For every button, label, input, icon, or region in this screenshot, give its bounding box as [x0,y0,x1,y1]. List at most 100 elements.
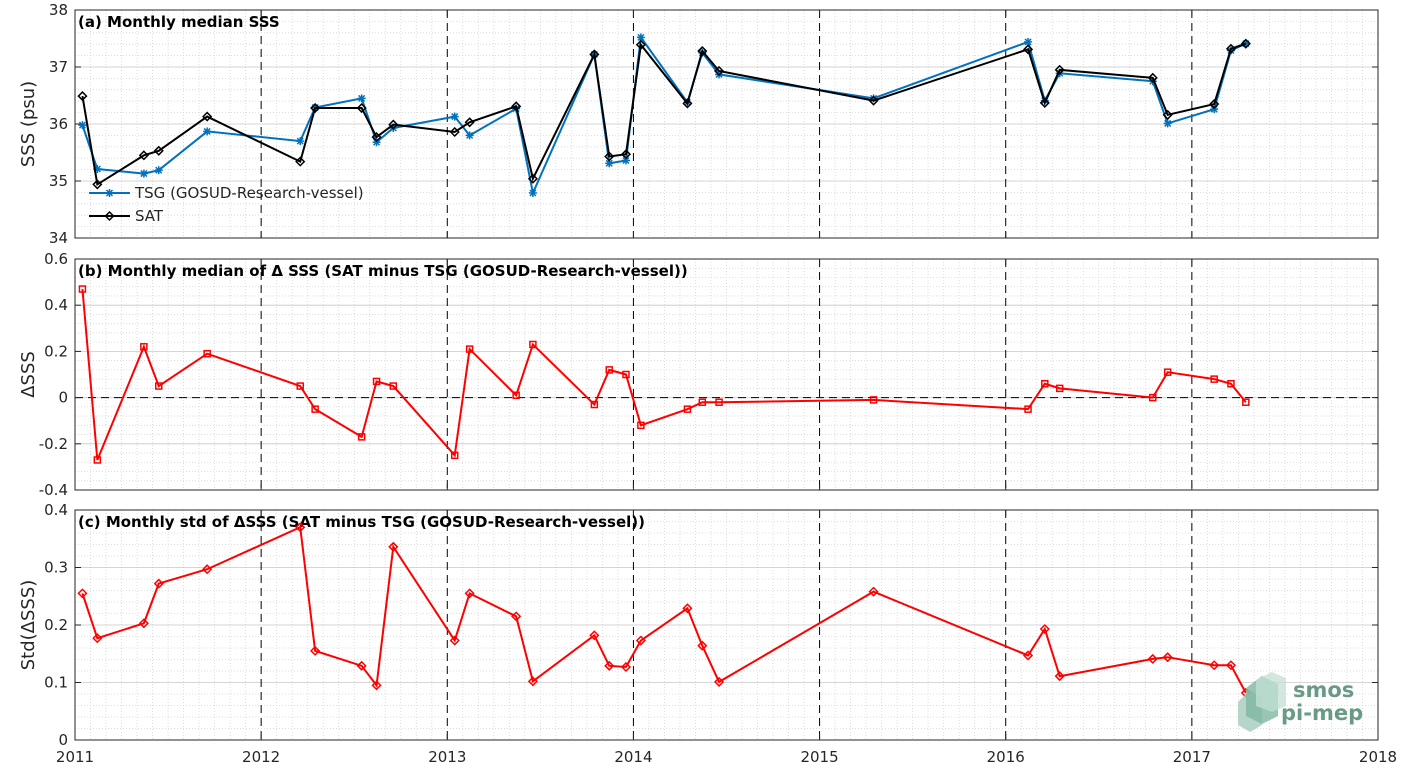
data-point [78,285,87,293]
data-point [620,149,632,160]
data-point [683,405,692,413]
panel-3: 0 0.1 0.2 0.3 0.4 2011 2012 2013 2014 2015 2016 201… [18,501,1397,766]
data-point [203,349,211,358]
data-point [139,169,148,178]
data-point [697,45,708,57]
y-tick-label: 35 [49,172,68,190]
data-point [697,640,708,651]
data-point [1054,64,1065,75]
data-point [93,456,102,464]
data-point [310,102,321,114]
data-point [296,137,305,146]
data-point [589,630,600,641]
data-point [1209,98,1220,110]
data-point [590,400,599,409]
data-point [604,660,615,671]
series-line-1 [81,525,1247,694]
data-point [604,151,615,162]
data-point [138,618,149,629]
logo-shape [1256,672,1286,712]
data-point [1163,368,1172,376]
data-point [527,676,538,687]
data-point [92,633,103,644]
data-point [1022,44,1034,55]
data-point [465,345,474,353]
data-point [78,121,87,130]
data-point [868,586,879,597]
data-point [372,377,381,386]
data-point [713,65,725,77]
y-tick-label: 0.6 [44,250,68,268]
legend-label: SAT [135,207,164,225]
data-point [1055,384,1064,393]
y-tick-label: 0 [58,389,68,407]
x-tick-label: 2014 [614,748,652,766]
data-point [1039,623,1050,635]
data-point [1225,43,1237,54]
y-tick-label: 0.1 [44,674,68,692]
data-point [389,382,398,390]
data-point [153,578,164,589]
y-axis-label: Std(ΔSSS) [18,580,39,671]
data-point [449,126,460,138]
panel-1: 34 35 36 37 38 SSS (psu) (a) Monthly median SS… [18,1,1379,247]
data-point [511,611,522,622]
data-point [371,132,382,143]
panel-title: (c) Monthly std of ΔSSS (SAT minus TSG (… [78,513,645,531]
series-line-1 [81,288,1247,461]
logo-text-pimep: pi-mep [1281,701,1363,725]
data-point [310,645,321,656]
data-point [1242,398,1250,406]
data-point [1147,653,1158,664]
y-tick-label: 0 [58,731,68,749]
data-point [621,156,630,165]
data-point [527,173,538,184]
data-point [637,421,645,430]
data-point [296,382,304,390]
x-tick-label: 2018 [1359,748,1397,766]
panel-title: (b) Monthly median of Δ SSS (SAT minus T… [78,262,688,280]
y-tick-label: 38 [49,1,68,19]
data-point [512,391,520,400]
data-point [1225,660,1237,671]
data-point [295,156,306,167]
data-point [155,382,163,390]
data-point [356,102,367,114]
data-point [357,94,366,103]
data-point [528,188,537,197]
data-point [104,210,115,222]
data-point [1162,109,1173,120]
x-tick-label: 2013 [428,748,466,766]
data-point [450,451,459,460]
data-point [589,49,600,60]
data-point [449,635,460,646]
data-point [682,603,693,614]
data-point [1022,650,1034,661]
data-point [356,660,367,671]
data-point [464,117,475,128]
data-point [1240,38,1251,49]
y-tick-label: -0.4 [39,481,68,499]
data-point [1209,660,1220,671]
data-point [92,179,103,190]
legend-label: TSG (GOSUD-Research-vessel) [134,184,364,202]
y-tick-label: 0.4 [44,501,68,519]
data-point [605,366,613,374]
data-point [450,112,459,121]
data-point [371,680,382,691]
x-tick-label: 2015 [800,748,838,766]
y-tick-label: 0.4 [44,296,68,314]
y-tick-label: 36 [49,115,68,133]
y-tick-label: 0.3 [44,559,68,577]
data-point [388,119,399,130]
data-point [622,370,630,379]
data-point [388,541,399,552]
x-tick-label: 2016 [987,748,1025,766]
series-line-2 [81,42,1247,187]
data-point [1054,671,1065,682]
data-point [635,635,646,646]
data-point [1227,379,1235,388]
data-point [698,398,707,406]
data-point [138,150,149,161]
